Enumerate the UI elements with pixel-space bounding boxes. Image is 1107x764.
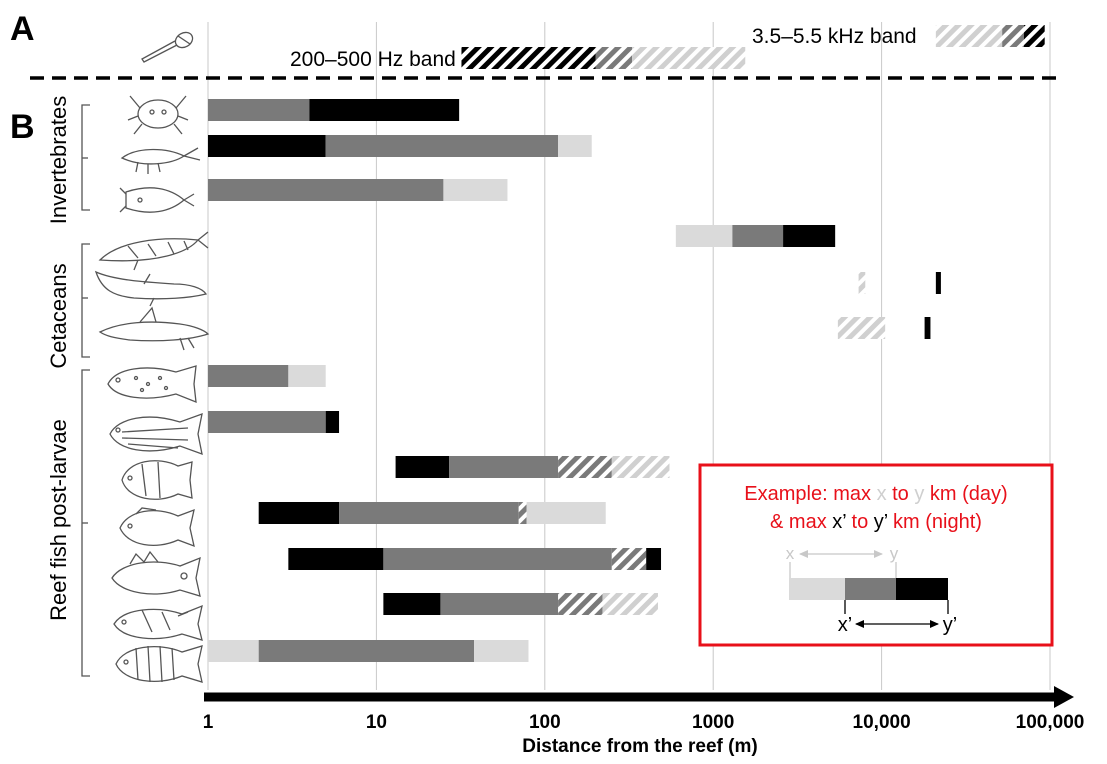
- example-bar-xp-label: x’: [838, 614, 852, 636]
- x-tick-label-5: 100,000: [1016, 712, 1085, 733]
- panel-a-label: A: [10, 10, 35, 48]
- low-band-legend-segment-2: [632, 47, 746, 69]
- dolphin-icon: [94, 270, 208, 307]
- snapper-icon: [109, 412, 203, 456]
- panel-b-label: B: [10, 108, 35, 146]
- gridlines: [207, 22, 1051, 690]
- bar-row-7-segment-0: [208, 411, 326, 433]
- example-x: x: [877, 483, 887, 505]
- squid-icon: [119, 187, 195, 213]
- example-bar-x-label: x: [786, 544, 795, 563]
- dolphin-calf-icon: [98, 306, 210, 351]
- high-band-label: 3.5–5.5 kHz band: [752, 25, 917, 48]
- grouper-icon: [107, 365, 197, 404]
- x-tick-label-0: 1: [203, 712, 214, 733]
- x-tick-label-1: 10: [366, 712, 387, 733]
- bar-row-0-segment-0: [208, 99, 310, 121]
- damselfish-icon: [119, 507, 195, 548]
- group-label-invertebrates: Invertebrates: [46, 96, 71, 224]
- bar-row-3-segment-1: [732, 225, 784, 247]
- low-band-legend-segment-1: [595, 47, 633, 69]
- bar-row-11-segment-1: [440, 593, 559, 615]
- bar-row-9-segment-1: [339, 502, 519, 524]
- bar-row-9-segment-0: [258, 502, 340, 524]
- x-tick-label-4: 10,000: [853, 712, 911, 733]
- high-band-legend-segment-1: [1002, 25, 1024, 47]
- example-xp: x’: [832, 511, 846, 533]
- example-to: to: [887, 483, 915, 505]
- bar-row-2-segment-1: [443, 179, 508, 201]
- example-line2-prefix: & max: [770, 511, 832, 533]
- example-line1-prefix: Example: max: [744, 483, 876, 505]
- bar-row-12-segment-1: [258, 640, 475, 662]
- example-line2-suffix: km (night): [887, 511, 981, 533]
- example-y: y: [914, 483, 924, 505]
- bar-row-11-segment-0: [383, 593, 441, 615]
- low-band-legend-segment-0: [461, 47, 596, 69]
- example-bar-y-label: y: [890, 544, 899, 563]
- bar-row-7-segment-1: [325, 411, 340, 433]
- bar-row-3-segment-2: [783, 225, 836, 247]
- bar-row-8-segment-2: [558, 456, 612, 478]
- bar-row-10-segment-1: [383, 548, 612, 570]
- wrasse-icon: [113, 604, 203, 641]
- bar-row-5-segment-1: [924, 317, 931, 339]
- band-legend-bars: [461, 25, 1045, 69]
- high-band-legend-segment-2: [1023, 25, 1045, 47]
- x-tick-label-3: 1000: [692, 712, 734, 733]
- example-box: Example: max x to y km (day) & max x’ to…: [698, 463, 1054, 647]
- range-bars: [208, 99, 941, 662]
- example-yp: y’: [874, 511, 888, 533]
- example-bar-day: [789, 578, 845, 600]
- bar-row-10-segment-3: [646, 548, 662, 570]
- example-bar-yp-label: y’: [943, 614, 957, 636]
- example-to2: to: [846, 511, 874, 533]
- bar-row-11-segment-3: [602, 593, 658, 615]
- whale-icon: [98, 231, 209, 271]
- group-label-cetaceans: Cetaceans: [46, 263, 71, 368]
- bar-row-8-segment-1: [449, 456, 559, 478]
- bar-row-8-segment-3: [611, 456, 670, 478]
- microphone-icon: [141, 31, 194, 63]
- bar-row-1-segment-2: [558, 135, 592, 157]
- bar-row-10-segment-0: [288, 548, 384, 570]
- example-line1-suffix: km (day): [924, 483, 1007, 505]
- x-tick-labels: 1 10 100 1000 10,000 100,000: [203, 712, 1085, 733]
- bar-row-1-segment-0: [208, 135, 326, 157]
- bar-row-11-segment-2: [558, 593, 603, 615]
- bar-row-3-segment-0: [675, 225, 733, 247]
- x-axis-arrowhead: [1054, 686, 1074, 708]
- squirrelfish-icon: [111, 550, 201, 597]
- high-band-legend-segment-0: [935, 25, 1003, 47]
- x-axis-title: Distance from the reef (m): [522, 736, 757, 757]
- group-label-reef-fish: Reef fish post-larvae: [46, 419, 71, 621]
- bar-row-9-segment-3: [526, 502, 606, 524]
- sergeant-major-icon: [115, 645, 203, 683]
- bar-row-4-segment-1: [935, 272, 941, 294]
- x-tick-label-2: 100: [529, 712, 561, 733]
- bar-row-12-segment-0: [208, 640, 259, 662]
- bar-row-10-segment-2: [611, 548, 647, 570]
- bar-row-12-segment-2: [474, 640, 529, 662]
- bar-row-9-segment-2: [518, 502, 527, 524]
- example-line-1: Example: max x to y km (day): [744, 483, 1007, 505]
- bar-row-8-segment-0: [395, 456, 450, 478]
- low-band-label: 200–500 Hz band: [290, 48, 456, 71]
- bar-row-0-segment-1: [309, 99, 460, 121]
- example-line-2: & max x’ to y’ km (night): [770, 511, 982, 533]
- bar-row-6-segment-0: [208, 365, 289, 387]
- group-brackets: [81, 104, 90, 677]
- bar-row-1-segment-1: [325, 135, 559, 157]
- shrimp-icon: [120, 147, 201, 174]
- bar-row-5-segment-0: [837, 317, 886, 339]
- butterflyfish-icon: [121, 460, 193, 500]
- crab-icon: [127, 95, 189, 135]
- bar-row-2-segment-0: [208, 179, 444, 201]
- example-bar-night: [896, 578, 948, 600]
- example-bar-mid: [845, 578, 896, 600]
- bar-row-6-segment-1: [288, 365, 326, 387]
- bar-row-4-segment-0: [858, 272, 866, 294]
